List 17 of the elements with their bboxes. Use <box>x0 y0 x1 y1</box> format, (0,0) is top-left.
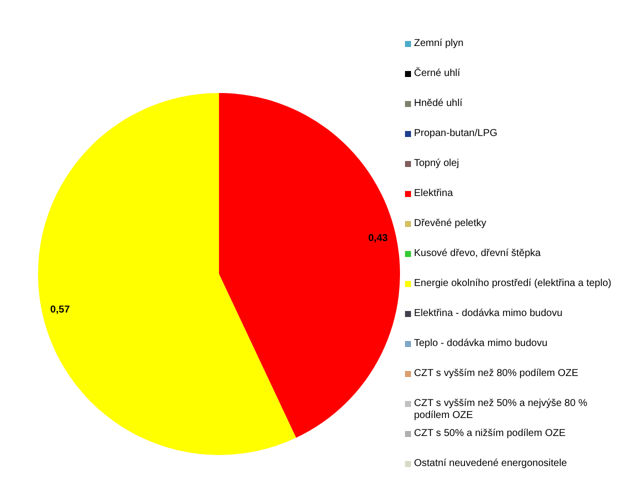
legend-label: Energie okolního prostředí (elektřina a teplo) <box>414 278 612 290</box>
legend-label: CZT s vyšším než 80% podílem OZE <box>414 368 578 380</box>
legend-label: Ostatní neuvedené energonositele <box>414 458 567 470</box>
legend-label: Zemní plyn <box>414 38 464 50</box>
data-label: 0,43 <box>368 233 388 244</box>
legend-label: Kusové dřevo, dřevní štěpka <box>414 248 541 260</box>
legend-label: Elektřina - dodávka mimo budovu <box>414 308 562 320</box>
legend-label: Elektřina <box>414 188 453 200</box>
legend-label: Teplo - dodávka mimo budovu <box>414 338 548 350</box>
legend-label: Dřevěné peletky <box>414 218 486 230</box>
legend-label: Propan-butan/LPG <box>414 128 498 140</box>
legend-label: Hnědé uhlí <box>414 98 462 110</box>
legend-label: CZT s vyšším než 50% a nejvýše 80 % podílem OZE <box>414 398 588 422</box>
legend-label: CZT s 50% a nižším podílem OZE <box>414 428 566 440</box>
data-label: 0,57 <box>50 304 70 316</box>
legend-label: Černé uhlí <box>414 68 460 80</box>
legend-label: Topný olej <box>414 158 460 170</box>
